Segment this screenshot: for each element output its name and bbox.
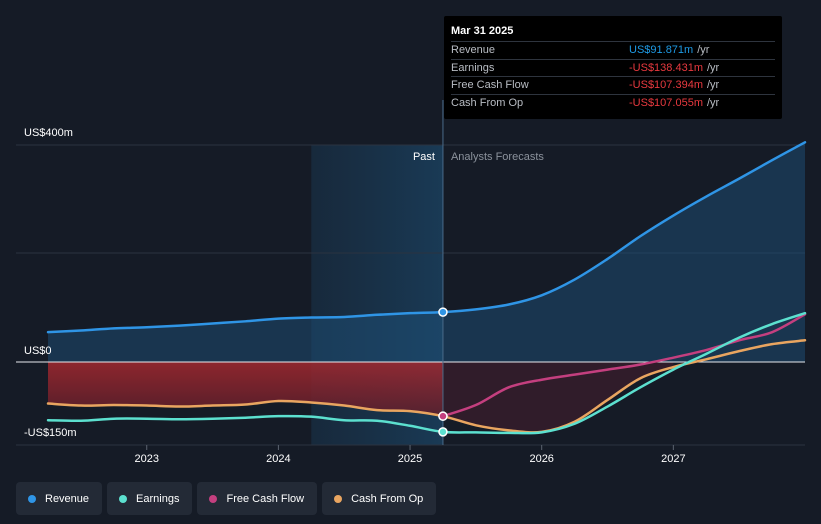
x-tick-label: 2023 <box>134 453 158 465</box>
y-axis-label-top: US$400m <box>24 127 73 139</box>
tooltip-label: Earnings <box>451 61 495 74</box>
x-tick-label: 2025 <box>398 453 422 465</box>
legend-label: Revenue <box>45 492 90 505</box>
legend-dot-icon <box>209 494 218 503</box>
tooltip-value: -US$138.431m <box>629 61 703 74</box>
tooltip-row-cash-from-op: Cash From Op -US$107.055m /yr <box>451 93 775 112</box>
series-line-cash-from-op <box>46 339 807 434</box>
tooltip-unit: /yr <box>707 61 720 74</box>
tooltip-unit: /yr <box>707 96 720 109</box>
tooltip-date: Mar 31 2025 <box>451 25 514 37</box>
legend-label: Earnings <box>136 492 180 505</box>
tooltip-unit: /yr <box>707 79 720 91</box>
tooltip-row-earnings: Earnings -US$138.431m /yr <box>451 58 775 77</box>
tooltip-label: Revenue <box>451 44 496 56</box>
negative-area-past <box>48 362 443 417</box>
revenue-area <box>48 142 805 362</box>
legend-label: Free Cash Flow <box>226 492 305 505</box>
tooltip-label: Free Cash Flow <box>451 79 529 91</box>
y-axis-label-bottom: -US$150m <box>24 427 77 439</box>
tooltip-value: -US$107.394m <box>629 79 703 91</box>
legend-dot-icon <box>119 494 128 503</box>
legend-item-earnings[interactable]: Earnings <box>107 482 193 515</box>
negative-area-forecast <box>442 362 674 433</box>
marker-free-cash-flow <box>438 411 448 421</box>
tooltip: Mar 31 2025 Revenue US$91.871m /yr Earni… <box>444 16 782 119</box>
marker-earnings <box>438 427 448 437</box>
legend-dot-icon <box>28 494 36 503</box>
tooltip-unit: /yr <box>697 44 710 56</box>
legend-item-cash-from-op[interactable]: Cash From Op <box>322 482 437 515</box>
past-label: Past <box>413 151 435 163</box>
legend-item-free-cash-flow[interactable]: Free Cash Flow <box>197 482 318 515</box>
tooltip-label: Cash From Op <box>451 96 524 109</box>
tooltip-row-revenue: Revenue US$91.871m /yr <box>451 41 775 59</box>
legend-label: Cash From Op <box>351 492 424 505</box>
x-tick-label: 2024 <box>266 453 290 465</box>
legend-dot-icon <box>334 494 343 503</box>
marker-revenue <box>438 307 448 317</box>
tooltip-value: -US$107.055m <box>629 96 703 109</box>
tooltip-row-free-cash-flow: Free Cash Flow -US$107.394m /yr <box>451 76 775 94</box>
chart: US$400m US$0 -US$150m Past Analysts Forecast… <box>16 100 807 465</box>
series-line-revenue <box>46 141 807 334</box>
series-line-free-cash-flow <box>441 313 807 418</box>
x-tick-label: 2026 <box>529 453 553 465</box>
y-axis-label-zero: US$0 <box>24 345 52 357</box>
x-tick-label: 2027 <box>661 453 685 465</box>
series-line-earnings <box>46 311 807 435</box>
legend-item-revenue[interactable]: Revenue <box>16 482 103 515</box>
forecast-label: Analysts Forecasts <box>451 151 544 163</box>
legend: Revenue Earnings Free Cash Flow Cash Fro… <box>16 482 437 515</box>
tooltip-value: US$91.871m <box>629 44 694 56</box>
